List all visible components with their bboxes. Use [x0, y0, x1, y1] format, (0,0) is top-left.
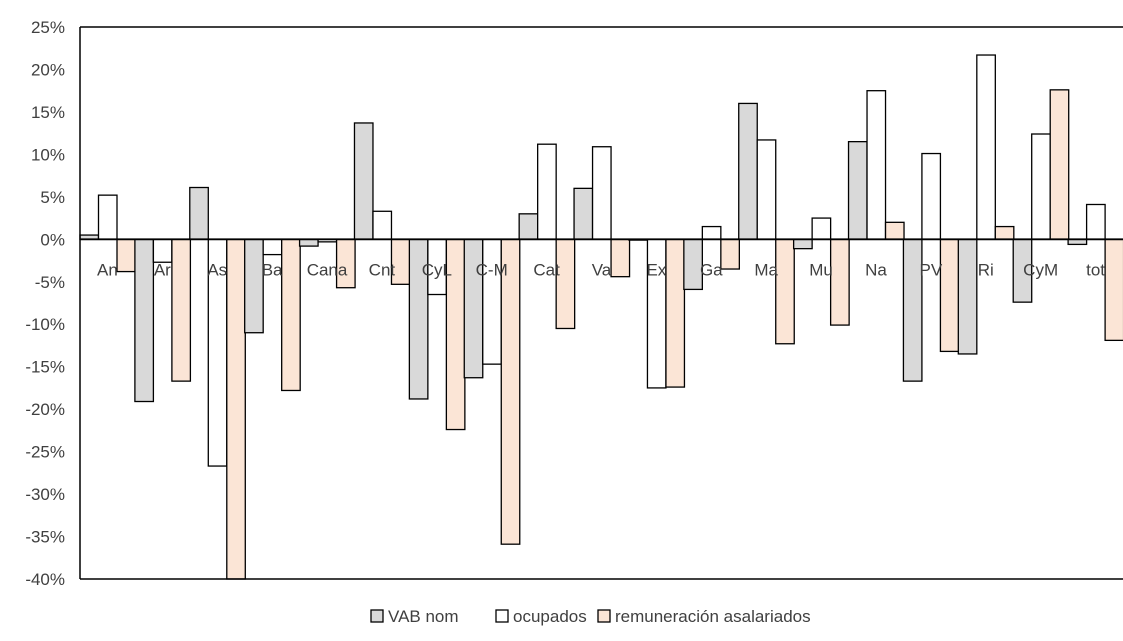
- bar-cat-series-1: [518, 213, 539, 240]
- bar-ba-series-1: [244, 238, 264, 334]
- legend-label: remuneración asalariados: [615, 607, 811, 626]
- bar-pv-series-3: [939, 238, 960, 353]
- category-label: Cat: [533, 260, 560, 279]
- bar-cym-series-2: [1031, 133, 1051, 240]
- legend: VAB nom ocupados remuneración asalariados: [370, 607, 811, 626]
- category-label: Na: [865, 260, 887, 279]
- bar-ma-series-2: [756, 139, 777, 240]
- y-tick-label: -25%: [25, 443, 65, 462]
- bar-cym-series-3: [1049, 89, 1070, 240]
- bar-mu-series-3: [829, 238, 850, 326]
- bar-ar-series-1: [134, 238, 155, 403]
- y-tick-label: 10%: [31, 145, 65, 164]
- bar-as-series-1: [189, 186, 209, 240]
- category-label: CyL: [422, 260, 452, 279]
- y-tick-label: -5%: [35, 273, 65, 292]
- y-tick-label: -20%: [25, 400, 65, 419]
- bar-pv-series-2: [921, 152, 942, 240]
- bar-na-series-1: [847, 140, 868, 240]
- bar-cnt-series-1: [353, 122, 374, 240]
- bar-c-m-series-2: [482, 238, 502, 365]
- y-tick-label: -15%: [25, 358, 65, 377]
- category-label: C-M: [476, 260, 508, 279]
- legend-swatch: [597, 609, 611, 623]
- category-label: Ma: [754, 260, 778, 279]
- category-label: Ri: [978, 260, 994, 279]
- legend-swatch: [495, 609, 509, 623]
- bar-na-series-2: [866, 90, 887, 240]
- y-axis-labels: 25% 20% 15% 10% 5% 0% -5% -10% -15% -20% -25% -30% -…: [25, 18, 65, 589]
- bars: [79, 54, 1123, 580]
- bar-ex-series-3: [665, 238, 686, 388]
- category-labels: An Ar As Ba Cana Cnt CyL C-M Cat Va Ex Ga Ma Mu Na PV Ri…: [97, 260, 1105, 279]
- y-tick-label: 0%: [40, 230, 65, 249]
- category-label: Va: [592, 260, 612, 279]
- category-label: Ar: [154, 260, 171, 279]
- bar-va-series-1: [573, 187, 594, 240]
- y-tick-label: -35%: [25, 528, 65, 547]
- bar-c-m-series-3: [500, 238, 521, 545]
- bar-an-series-2: [97, 194, 118, 240]
- y-tick-label: 15%: [31, 103, 65, 122]
- legend-swatch: [370, 609, 384, 623]
- bar-ga-series-3: [720, 238, 740, 270]
- category-label: Ex: [646, 260, 666, 279]
- bar-na-series-3: [884, 221, 905, 240]
- category-label: Cana: [307, 260, 348, 279]
- bar-ba-series-2: [262, 238, 283, 256]
- category-label: Cnt: [369, 260, 396, 279]
- legend-label: VAB nom: [388, 607, 459, 626]
- category-label: An: [97, 260, 118, 279]
- y-tick-label: -40%: [25, 570, 65, 589]
- y-tick-label: -10%: [25, 315, 65, 334]
- bar-tot-series-2: [1085, 203, 1106, 240]
- category-label: tot: [1086, 260, 1105, 279]
- category-label: Ba: [262, 260, 283, 279]
- bar-ar-series-2: [152, 238, 173, 263]
- category-label: CyM: [1023, 260, 1058, 279]
- bar-as-series-3: [226, 238, 246, 580]
- y-tick-label: 5%: [40, 188, 65, 207]
- bar-cnt-series-2: [372, 210, 393, 240]
- bar-ar-series-3: [171, 238, 192, 382]
- y-tick-label: -30%: [25, 485, 65, 504]
- bar-cat-series-3: [555, 238, 576, 330]
- legend-label: ocupados: [513, 607, 587, 626]
- category-label: Ga: [700, 260, 723, 279]
- bar-an-series-3: [116, 238, 137, 273]
- bar-ri-series-1: [957, 238, 978, 355]
- bar-mu-series-2: [811, 217, 832, 240]
- y-tick-label: 20%: [31, 60, 65, 79]
- category-label: PV: [920, 260, 943, 279]
- bar-ma-series-1: [738, 102, 758, 240]
- bar-ga-series-2: [701, 225, 722, 240]
- category-label: Mu: [809, 260, 833, 279]
- bar-ba-series-3: [281, 238, 301, 392]
- bar-va-series-2: [591, 146, 612, 240]
- category-label: As: [207, 260, 227, 279]
- bar-cat-series-2: [537, 143, 557, 240]
- bar-mu-series-1: [792, 238, 813, 250]
- bar-va-series-3: [610, 238, 631, 278]
- bar-tot-series-3: [1104, 238, 1123, 342]
- y-tick-label: 25%: [31, 18, 65, 37]
- bar-ri-series-3: [994, 225, 1015, 240]
- bar-cana-series-1: [298, 238, 319, 247]
- bar-ri-series-2: [976, 54, 996, 240]
- bar-ma-series-3: [775, 238, 795, 345]
